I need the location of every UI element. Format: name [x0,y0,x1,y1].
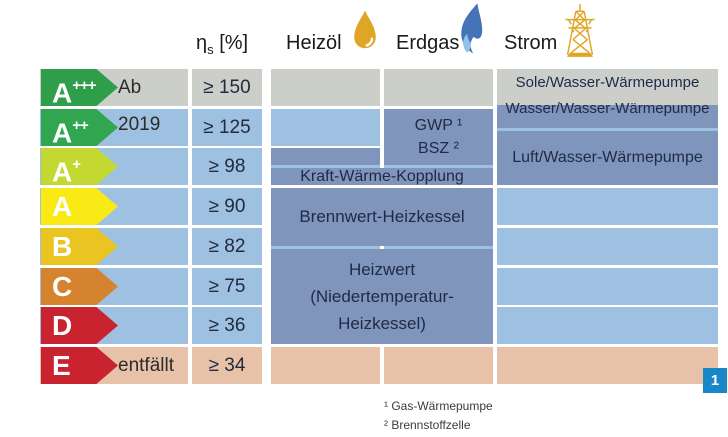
class-letter: A [52,77,73,109]
class-letter: E [52,350,71,381]
class-letter: B [52,231,73,262]
heizwert-line2: (Niedertemperatur- [310,287,454,306]
wasser-wasser-block [497,105,718,128]
gas-cell-a3plus [384,69,493,106]
power-cell-b [497,228,718,265]
page-number-badge: 1 [703,368,727,393]
gwp-bsz-label: GWP ¹ BSZ ² [384,114,493,160]
eta-cell-b [192,228,262,265]
bsz-label: BSZ ² [418,140,459,157]
power-cell-e [497,347,718,384]
oil-cell-a2plus [271,109,380,146]
eta-unit: [%] [219,32,249,54]
class-letter: A [52,191,73,222]
gas-cell-e [384,347,493,384]
note-ab-2019: Ab 2019 [118,77,161,135]
power-cell-d [497,307,718,344]
eta-cell-a3plus [192,69,262,106]
threshold-e: ≥ 34 [208,355,246,376]
oil-cell-a3plus [271,69,380,106]
luft-wasser-block [497,131,718,185]
threshold-c: ≥ 75 [208,276,246,297]
eta-subscript: s [207,42,214,57]
column-header-heizoel: Heizöl [286,32,342,54]
kwk-label: Kraft-Wärme-Kopplung [300,168,464,185]
threshold-aplus: ≥ 98 [208,156,246,177]
class-letter-sup: +++ [72,77,96,94]
luft-wasser-label: Luft/Wasser-Wärmepumpe [512,149,703,166]
eta-column-header: ηs [%] [196,32,248,57]
oil-cell-e [271,347,380,384]
threshold-a2plus: ≥ 125 [203,117,251,138]
eta-symbol: η [196,32,208,54]
gas-flame-icon [455,3,487,62]
footnote-gas-waermepumpe: ¹ Gas-Wärmepumpe [384,399,493,413]
class-letter: D [52,310,73,341]
power-cell-a [497,188,718,225]
eta-cell-a [192,188,262,225]
eta-cell-d [192,307,262,344]
class-letter-sup: + [72,156,81,173]
class-letter: A [52,117,73,149]
class-arrow-a: A [41,188,118,225]
footnote-brennstoffzelle: ² Brennstoffzelle [384,418,471,432]
gwp-bsz-block [384,109,493,165]
class-letter: C [52,271,73,302]
power-cell-a3plus [497,69,718,106]
eta-cell-a2plus [192,109,262,146]
threshold-a3plus: ≥ 150 [203,77,251,98]
threshold-b: ≥ 82 [208,236,246,257]
note-entfaellt: entfällt [118,355,174,376]
brennwert-block [271,188,493,246]
heizwert-label: Heizwert (Niedertemperatur- Heizkessel) [271,256,493,337]
column-header-erdgas: Erdgas [396,32,460,54]
heizwert-line1: Heizwert [348,260,416,279]
column-header-strom: Strom [504,32,558,54]
eta-cell-e [192,347,262,384]
class-letter: A [52,156,73,188]
gwp-label: GWP ¹ [414,117,463,134]
oil-kwk-sliver-block [271,148,380,165]
wasser-wasser-label: Wasser/Wasser-Wärmepumpe [505,100,710,117]
threshold-a: ≥ 90 [208,196,246,217]
power-pylon-icon [559,3,601,64]
class-letter-sup: ++ [72,117,89,134]
oil-drop-icon [351,9,379,58]
brennwert-label: Brennwert-Heizkessel [299,207,465,226]
eta-cell-c [192,268,262,305]
eta-cell-aplus [192,148,262,185]
power-cell-c [497,268,718,305]
sole-wasser-label: Sole/Wasser-Wärmepumpe [515,74,700,91]
heizwert-line3: Heizkessel) [338,314,426,333]
heizwert-block [271,249,493,344]
threshold-d: ≥ 36 [208,315,246,336]
kwk-block [271,168,493,185]
